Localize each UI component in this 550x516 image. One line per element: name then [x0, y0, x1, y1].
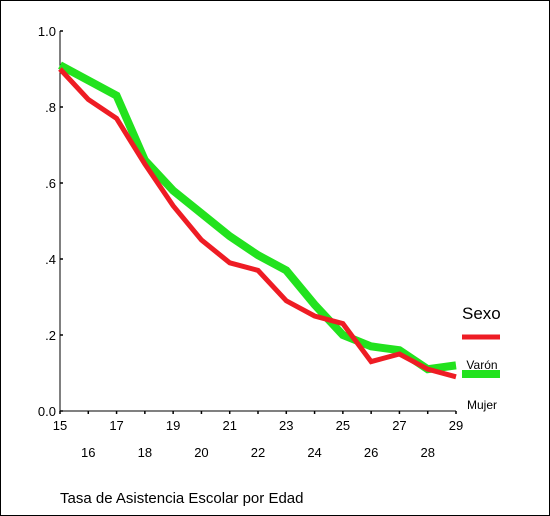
x-tick-label: 25: [336, 418, 350, 433]
legend-label: Varón: [466, 358, 497, 372]
x-tick-label: 18: [138, 445, 152, 460]
y-tick-label: 1.0: [38, 24, 56, 39]
y-tick-label: .8: [45, 100, 56, 115]
x-tick-label: 17: [109, 418, 123, 433]
x-axis-label: Tasa de Asistencia Escolar por Edad: [60, 490, 303, 507]
y-tick-label: .6: [45, 176, 56, 191]
y-tick-label: .2: [45, 328, 56, 343]
x-tick-label: 21: [222, 418, 236, 433]
series-line-varon: [58, 67, 457, 380]
x-tick-label: 27: [392, 418, 406, 433]
legend-label: Mujer: [467, 398, 497, 412]
y-tick-label: .4: [45, 252, 56, 267]
legend: Sexo Varón Mujer: [462, 304, 501, 412]
x-tick-label: 26: [364, 445, 378, 460]
x-tick-label: 19: [166, 418, 180, 433]
x-tick-label: 16: [81, 445, 95, 460]
x-tick-label: 24: [307, 445, 321, 460]
series-layer: [58, 61, 457, 380]
legend-title: Sexo: [462, 304, 501, 323]
ticks: 0.0 .2 .4 .6 .8 1.0 15 17 19 21 23 25 27 29 16 18 20 22 24…: [38, 24, 463, 460]
x-tick-label: 20: [194, 445, 208, 460]
x-tick-label: 28: [420, 445, 434, 460]
series-line-mujer: [58, 61, 457, 374]
x-tick-label: 22: [251, 445, 265, 460]
y-tick-label: 0.0: [38, 404, 56, 419]
x-tick-label: 23: [279, 418, 293, 433]
x-tick-label: 15: [53, 418, 67, 433]
x-tick-label: 29: [449, 418, 463, 433]
